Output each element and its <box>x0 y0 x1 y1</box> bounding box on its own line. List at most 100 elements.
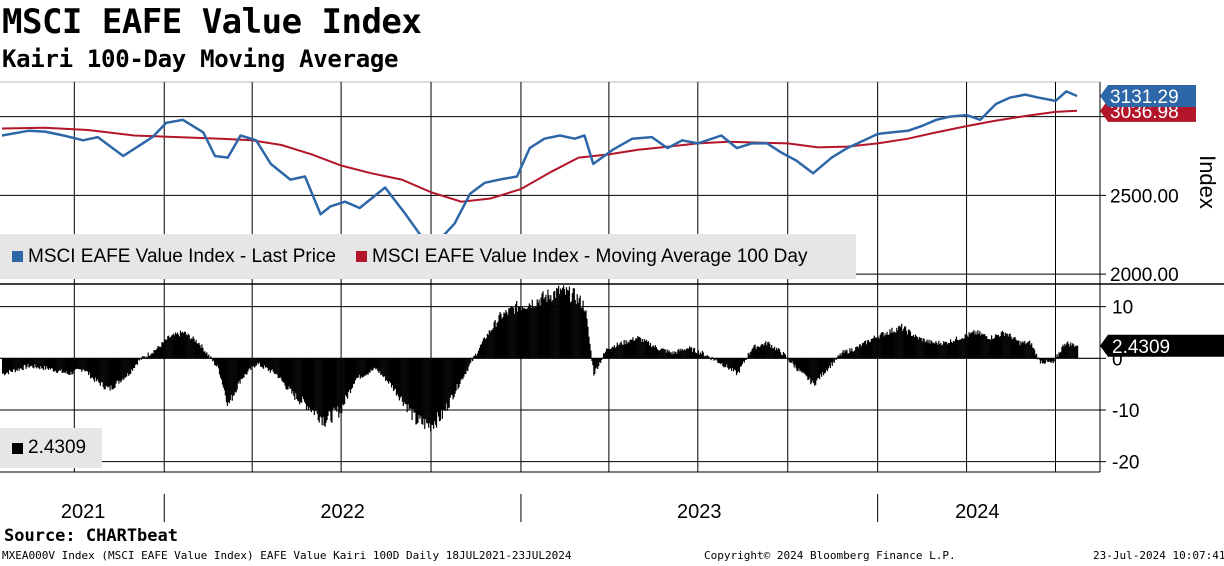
kairi-bar <box>68 358 70 376</box>
kairi-bar <box>69 358 71 375</box>
kairi-legend-value: 2.4309 <box>28 437 87 458</box>
kairi-bar <box>542 291 544 359</box>
kairi-bar <box>654 345 657 359</box>
kairi-bar <box>911 335 914 359</box>
kairi-bar <box>228 358 230 404</box>
x-tick-label: 2021 <box>61 501 106 523</box>
kairi-bar <box>1071 345 1073 359</box>
kairi-bar <box>748 354 750 359</box>
kairi-bar <box>1068 344 1070 359</box>
kairi-bar <box>987 338 989 359</box>
kairi-bar <box>608 349 611 359</box>
kairi-bar <box>168 335 170 359</box>
kairi-bar <box>769 343 771 359</box>
kairi-bar <box>158 346 160 359</box>
kairi-bar <box>57 358 59 372</box>
kairi-bar <box>656 349 658 359</box>
kairi-bar <box>862 342 865 359</box>
kairi-bar <box>475 353 477 359</box>
kairi-bar <box>559 293 561 359</box>
kairi-bar <box>621 344 623 359</box>
kairi-bar <box>696 353 699 359</box>
kairi-bar <box>742 358 744 362</box>
kairi-bar <box>770 347 772 359</box>
kairi-bar <box>724 358 726 367</box>
kairi-bar <box>450 358 452 395</box>
kairi-bar <box>222 358 225 388</box>
footer-timestamp: 23-Jul-2024 10:07:41 <box>1093 549 1224 562</box>
kairi-bar <box>556 287 558 359</box>
kairi-bar <box>432 358 434 426</box>
kairi-bar <box>315 358 317 411</box>
kairi-bar <box>470 358 472 363</box>
kairi-bar <box>725 358 727 368</box>
kairi-bar <box>519 307 522 359</box>
kairi-bar <box>463 358 465 377</box>
kairi-bar <box>361 358 363 378</box>
kairi-bar <box>250 358 252 370</box>
kairi-bar <box>821 358 824 373</box>
kairi-bar <box>83 358 85 370</box>
kairi-bar <box>1056 354 1058 359</box>
kairi-bar <box>106 358 108 387</box>
kairi-bar <box>745 358 747 360</box>
kairi-bar <box>472 358 474 362</box>
kairi-bar <box>840 355 842 359</box>
kairi-bar <box>119 358 121 381</box>
kairi-bar <box>1054 357 1056 359</box>
kairi-bar <box>606 348 609 359</box>
kairi-bar <box>206 352 208 359</box>
kairi-bar <box>599 358 601 363</box>
kairi-bar <box>433 358 436 422</box>
kairi-bar <box>326 358 328 421</box>
kairi-bar <box>619 342 621 359</box>
kairi-bar <box>1029 340 1031 359</box>
kairi-bar <box>636 338 638 359</box>
kairi-bar <box>945 341 947 359</box>
kairi-bar <box>235 358 237 393</box>
kairi-bar <box>439 358 442 421</box>
kairi-bar <box>1073 344 1075 359</box>
kairi-bar <box>593 358 595 376</box>
kairi-bar <box>163 342 165 359</box>
kairi-bar <box>673 353 675 359</box>
kairi-bar <box>311 358 313 410</box>
kairi-bar <box>756 346 758 359</box>
kairi-bar <box>422 358 424 425</box>
kairi-bar <box>404 358 406 405</box>
kairi-bar <box>392 358 395 391</box>
moving-average-line <box>1 109 1078 203</box>
kairi-bar <box>828 358 830 366</box>
kairi-bar <box>39 358 41 370</box>
kairi-bar <box>174 332 177 359</box>
kairi-bar <box>562 285 565 359</box>
kairi-bar <box>284 358 286 386</box>
kairi-bar <box>836 357 838 359</box>
kairi-y-tick-label: -10 <box>1112 401 1139 422</box>
kairi-bar <box>166 339 168 359</box>
kairi-bar <box>469 358 471 365</box>
kairi-bar <box>184 332 186 359</box>
kairi-bar <box>96 358 98 380</box>
kairi-bar <box>92 358 95 380</box>
kairi-bar <box>164 339 166 359</box>
kairi-bar <box>288 358 290 387</box>
kairi-bar <box>783 353 786 359</box>
kairi-bar <box>389 358 391 382</box>
kairi-bar <box>1004 332 1006 359</box>
kairi-bar <box>584 311 586 359</box>
kairi-bar <box>237 358 239 384</box>
kairi-bar <box>1044 358 1046 364</box>
kairi-bar <box>768 341 770 359</box>
kairi-bar <box>101 358 103 383</box>
kairi-bar <box>60 358 62 370</box>
kairi-bar <box>536 299 538 359</box>
kairi-bar <box>682 349 684 359</box>
kairi-bar <box>274 358 276 375</box>
kairi-bar <box>16 358 18 371</box>
kairi-bar <box>1040 358 1043 361</box>
kairi-bar <box>955 336 958 359</box>
kairi-bar <box>613 345 615 359</box>
kairi-bar <box>112 358 114 390</box>
kairi-bar <box>84 358 86 372</box>
